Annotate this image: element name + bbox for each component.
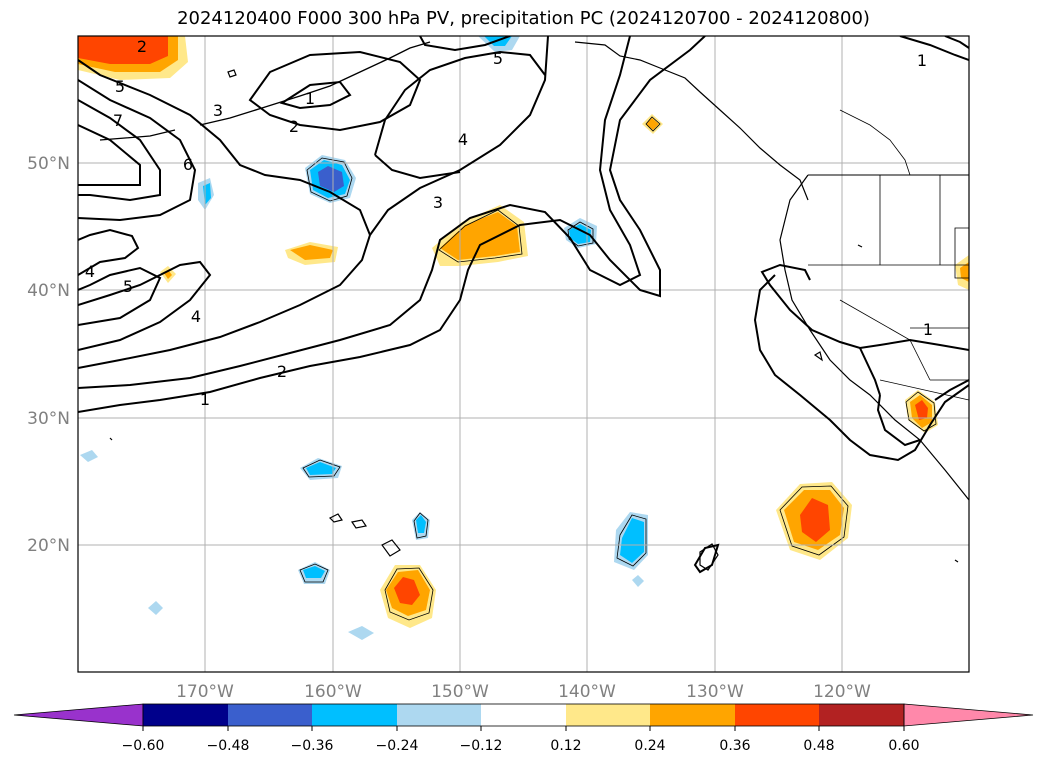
colorbar-segment [735,704,819,726]
colorbar-tick-label: −0.60 [122,738,165,754]
contour-label: 1 [305,89,315,108]
contour-label: 5 [493,49,503,68]
lat-label: 30°N [27,409,70,429]
lon-label: 130°W [686,682,744,702]
colorbar-tick-label: 0.36 [719,738,750,754]
precip-blob [800,498,830,542]
contour-label: 3 [213,101,223,120]
colorbar-tick-label: −0.36 [291,738,334,754]
contour-label: 6 [183,155,193,174]
lon-label: 160°W [304,682,362,702]
colorbar: −0.60 −0.48 −0.36 −0.24 −0.12 0.12 0.24 … [13,703,1034,754]
contour-label: 4 [85,262,95,281]
lon-label: 150°W [431,682,489,702]
contour-label: 1 [923,320,933,339]
colorbar-segment [481,704,566,726]
colorbar-segment [566,704,650,726]
precip-blob [394,577,420,605]
precip-blob [78,36,168,64]
colorbar-segment [312,704,397,726]
lon-label: 140°W [558,682,616,702]
pv-contours [78,36,969,574]
lat-label: 20°N [27,536,70,556]
contour-label: 2 [137,37,147,56]
colorbar-ticks [142,726,905,731]
precip-blob [620,518,644,563]
latitude-labels: 50°N 40°N 30°N 20°N [27,154,70,556]
contour-label: 7 [113,111,123,130]
colorbar-tick-label: 0.48 [803,738,834,754]
graticule [78,36,969,672]
coastlines [99,41,969,571]
colorbar-tick-label: −0.48 [207,738,250,754]
colorbar-extend-high [903,703,1034,727]
precip-blob [569,224,591,244]
contour-label: 5 [123,277,133,296]
contour-label: 2 [289,117,299,136]
colorbar-segment [397,704,481,726]
lat-label: 40°N [27,281,70,301]
colorbar-tick-label: 0.24 [634,738,665,754]
contour-label: 4 [458,130,468,149]
precip-blob [348,626,374,640]
precip-blob [960,262,969,282]
colorbar-segment [143,704,228,726]
longitude-labels: 170°W 160°W 150°W 140°W 130°W 120°W [176,682,871,702]
precip-blob [318,166,344,192]
precip-blob [416,515,426,533]
map-title: 2024120400 F000 300 hPa PV, precipitatio… [177,8,870,29]
precip-blob [290,245,333,260]
contour-label: 4 [191,307,201,326]
contour-label: 1 [917,51,927,70]
precip-blob [80,450,98,462]
precip-blob [306,462,336,475]
map-panel [78,36,969,672]
precip-blob [303,566,325,578]
colorbar-tick-label: 0.12 [550,738,581,754]
colorbar-segment [650,704,735,726]
colorbar-tick-label: −0.12 [460,738,503,754]
lat-label: 50°N [27,154,70,174]
contour-label: 1 [200,390,210,409]
colorbar-tick-label: 0.60 [888,738,919,754]
colorbar-segment [228,704,312,726]
precip-shading [78,36,969,640]
contour-label: 5 [115,77,125,96]
precip-blob [915,400,928,420]
colorbar-segment [819,704,904,726]
precip-blob [632,575,644,587]
lon-label: 120°W [813,682,871,702]
precip-blob [646,118,659,130]
contour-label: 3 [433,193,443,212]
map-border [77,35,970,673]
lon-label: 170°W [176,682,234,702]
precip-outline [299,116,937,621]
contour-labels: 2 5 7 6 3 4 5 4 2 1 3 4 5 2 1 1 1 [85,37,933,409]
contour-label: 2 [277,362,287,381]
colorbar-extend-low [13,703,144,727]
precip-blob [148,601,163,615]
colorbar-tick-label: −0.24 [376,738,419,754]
